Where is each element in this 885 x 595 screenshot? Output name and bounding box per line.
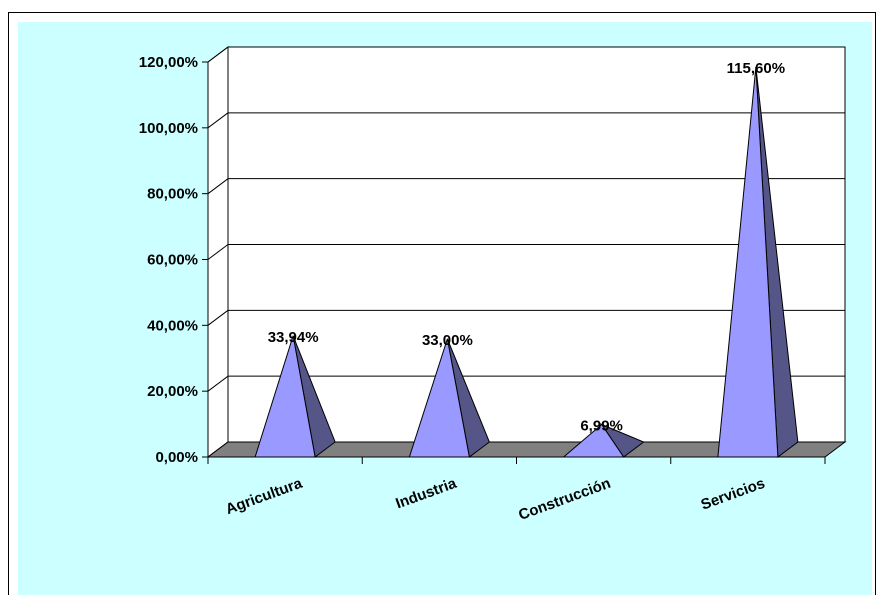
pyramid-front: [562, 423, 625, 458]
gridline-depth: [207, 112, 229, 129]
pyramid-front: [254, 335, 316, 458]
gridline-depth: [207, 375, 229, 392]
pyramid-front: [717, 66, 779, 458]
data-label: 33,94%: [268, 329, 319, 346]
y-tick-label: 40,00%: [147, 317, 198, 334]
gridline-depth: [207, 244, 229, 260]
y-tick-label: 60,00%: [147, 252, 198, 269]
pyramid-front: [408, 338, 470, 458]
gridline-depth: [207, 178, 229, 195]
data-label: 115,60%: [727, 60, 785, 77]
data-label: 6,99%: [580, 417, 623, 434]
data-label: 33,00%: [422, 332, 473, 349]
y-tick-label: 80,00%: [147, 186, 198, 203]
gridline-depth: [207, 46, 229, 63]
y-tick-label: 20,00%: [147, 383, 198, 400]
y-tick-label: 100,00%: [139, 120, 198, 137]
y-tick-label: 120,00%: [139, 54, 198, 71]
y-tick-label: 0,00%: [155, 449, 198, 466]
gridline-depth: [207, 309, 229, 326]
